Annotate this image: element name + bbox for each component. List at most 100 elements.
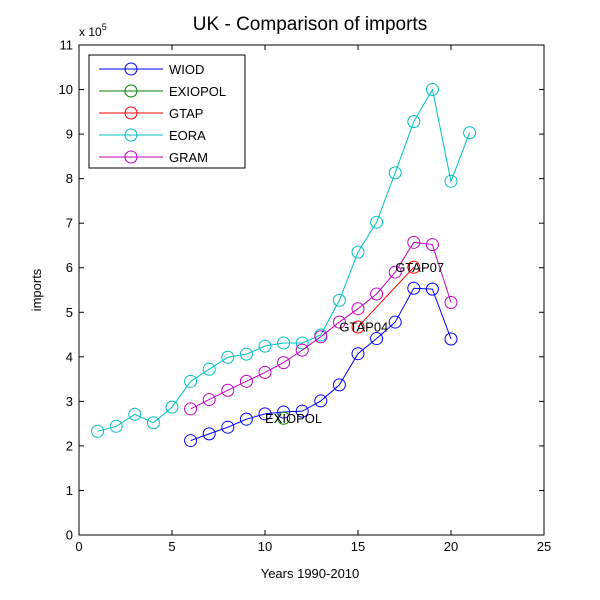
data-point-wiod: [407, 281, 421, 295]
annotation-label: EXIOPOL: [265, 411, 322, 426]
data-point-gram: [277, 356, 291, 370]
data-point-wiod: [184, 434, 198, 448]
data-point-wiod: [295, 404, 309, 418]
data-point-eora: [277, 336, 291, 350]
data-point-gram: [425, 238, 439, 252]
legend-swatch-marker: [124, 150, 138, 164]
data-point-gtap: [407, 260, 421, 274]
legend-swatch-marker: [124, 106, 138, 120]
data-point-gram: [314, 330, 328, 344]
y-tick-label: 9: [66, 127, 73, 142]
data-point-gram: [239, 374, 253, 388]
data-point-gram: [370, 287, 384, 301]
y-axis-label: imports: [29, 268, 44, 311]
data-point-gram: [351, 302, 365, 316]
legend-swatch-marker: [124, 62, 138, 76]
y-tick-label: 5: [66, 305, 73, 320]
data-point-eora: [128, 407, 142, 421]
data-point-gram: [258, 365, 272, 379]
chart-title: UK - Comparison of imports: [193, 14, 427, 35]
data-point-wiod: [425, 282, 439, 296]
plot-frame: [78, 44, 545, 536]
data-point-wiod: [314, 394, 328, 408]
annotation-label: GTAP07: [395, 260, 444, 275]
series-line-gtap: [357, 266, 415, 328]
legend-entry-label: EXIOPOL: [169, 84, 226, 99]
x-tick-label: 25: [537, 539, 551, 554]
data-point-gram: [388, 265, 402, 279]
axes: 0 5 10 15 20 25 0 1 2 3 4 5 6 7 8 9 10 11: [59, 38, 552, 555]
y-tick-label: 8: [66, 171, 73, 186]
data-point-wiod: [351, 347, 365, 361]
legend-entry-label: EORA: [169, 128, 206, 143]
x-tick-label: 20: [444, 539, 458, 554]
series-exiopol: [277, 411, 291, 425]
series-line-gram: [190, 241, 452, 410]
data-point-wiod: [258, 407, 272, 421]
data-point-wiod: [370, 332, 384, 346]
x-tick-label: 0: [75, 539, 82, 554]
data-point-eora: [109, 419, 123, 433]
data-point-gram: [184, 402, 198, 416]
y-tick-label: 1: [66, 483, 73, 498]
data-point-eora: [388, 166, 402, 180]
data-point-eora: [370, 215, 384, 229]
series-gtap: [351, 260, 421, 334]
series-wiod: [184, 281, 458, 448]
data-point-eora: [295, 336, 309, 350]
data-point-gram: [407, 235, 421, 249]
data-point-gram: [202, 393, 216, 407]
legend-entry-label: GRAM: [169, 150, 208, 165]
data-point-wiod: [444, 332, 458, 346]
x-tick-label: 15: [351, 539, 365, 554]
x-tick-label: 5: [168, 539, 175, 554]
data-point-eora: [425, 83, 439, 97]
data-point-wiod: [388, 315, 402, 329]
series-line-eora: [97, 88, 471, 432]
y-tick-label: 10: [59, 82, 73, 97]
x-axis-label: Years 1990-2010: [261, 566, 360, 581]
data-point-wiod: [239, 412, 253, 426]
y-tick-label: 4: [66, 349, 73, 364]
y-exponent-base: x 10: [79, 25, 102, 39]
data-point-gram: [332, 315, 346, 329]
data-point-wiod: [332, 378, 346, 392]
annotations: EXIOPOL GTAP04 GTAP07: [265, 260, 444, 426]
series-gram: [184, 235, 458, 416]
legend-box: [88, 54, 246, 169]
data-point-gram: [444, 295, 458, 309]
y-tick-label: 7: [66, 216, 73, 231]
legend-entry-label: WIOD: [169, 62, 204, 77]
legend-entry-label: GTAP: [169, 106, 203, 121]
data-point-eora: [239, 347, 253, 361]
legend-swatch-marker: [124, 128, 138, 142]
data-point-gram: [221, 383, 235, 397]
data-point-eora: [165, 400, 179, 414]
y-tick-label: 11: [60, 38, 74, 53]
y-tick-label: 0: [66, 528, 73, 543]
data-point-eora: [444, 174, 458, 188]
data-point-gram: [295, 343, 309, 357]
data-point-eora: [407, 115, 421, 129]
data-point-eora: [184, 374, 198, 388]
series-line-wiod: [190, 287, 452, 442]
y-tick-label: 2: [66, 438, 73, 453]
data-point-exiopol: [277, 411, 291, 425]
y-tick-label: 3: [66, 394, 73, 409]
legend: WIOD EXIOPOL GTAP EORA GRAM: [88, 54, 246, 169]
data-point-eora: [463, 126, 477, 140]
data-point-wiod: [221, 420, 235, 434]
data-point-wiod: [277, 405, 291, 419]
x-tick-label: 10: [258, 539, 272, 554]
series-layer: [91, 83, 477, 448]
data-point-eora: [351, 245, 365, 259]
annotation-label: GTAP04: [339, 319, 388, 334]
data-point-eora: [202, 362, 216, 376]
data-point-wiod: [202, 427, 216, 441]
legend-swatch-marker: [124, 84, 138, 98]
data-point-eora: [91, 424, 105, 438]
y-tick-label: 6: [66, 260, 73, 275]
data-point-eora: [221, 350, 235, 364]
data-point-eora: [332, 293, 346, 307]
